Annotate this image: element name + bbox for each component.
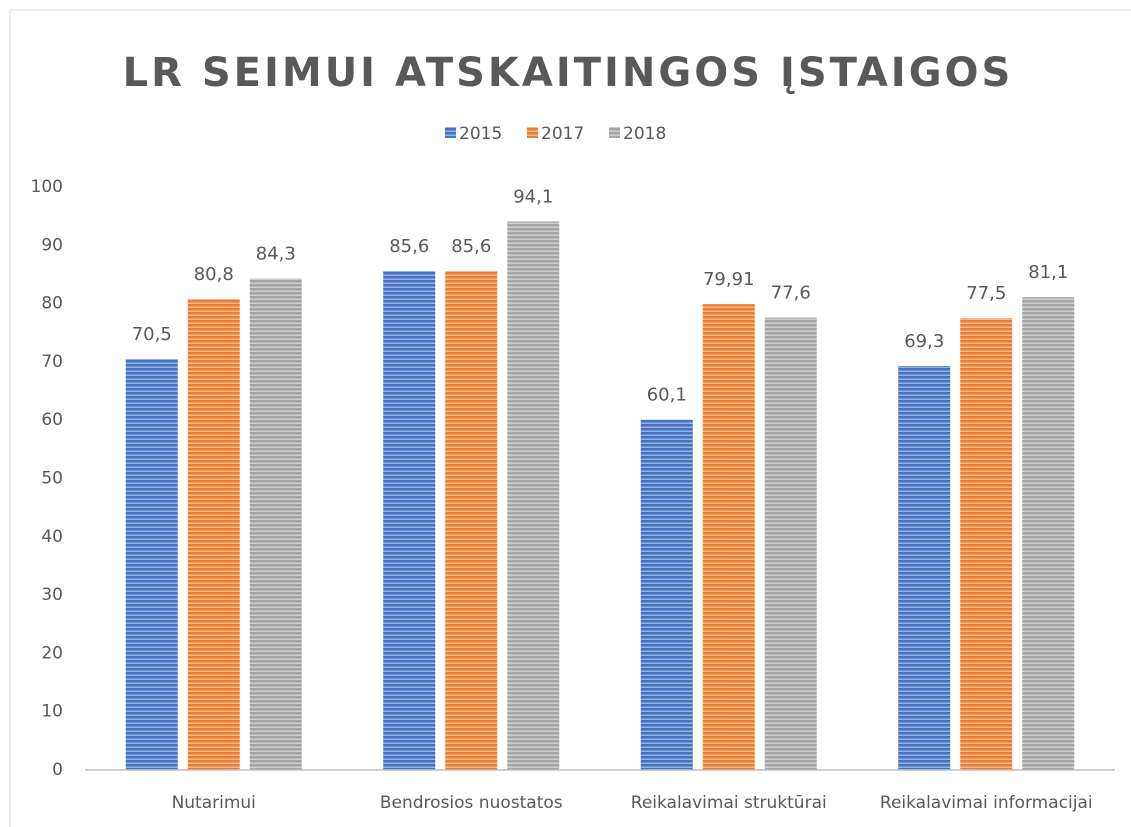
legend-label: 2018 [623,124,666,144]
data-label: 85,6 [451,236,491,257]
x-tick-label: Reikalavimai informacijai [880,793,1093,813]
data-label: 84,3 [256,244,296,265]
data-label: 60,1 [647,385,687,406]
bar [445,270,498,770]
bar [764,317,817,770]
chart-title: LR SEIMUI ATSKAITINGOS ĮSTAIGOS [123,50,1014,96]
legend-label: 2015 [459,124,502,144]
bar [1022,297,1075,770]
bar [383,270,436,770]
x-tick-label: Reikalavimai struktūrai [631,793,827,813]
y-tick-label: 100 [31,177,63,197]
legend-swatch [609,127,620,138]
bar [249,278,302,770]
y-tick-label: 0 [52,760,63,780]
data-label: 79,91 [703,269,755,290]
y-tick-label: 70 [41,352,63,372]
data-label: 94,1 [513,186,553,207]
y-tick-label: 50 [41,469,63,489]
bar [960,318,1013,770]
data-label: 81,1 [1028,262,1068,283]
bar [898,365,951,770]
data-label: 77,5 [966,283,1006,304]
y-tick-label: 60 [41,410,63,430]
bar [507,221,560,771]
x-tick-label: Nutarimui [172,793,256,813]
bar [187,298,240,770]
legend-swatch [527,127,538,138]
data-label: 77,6 [771,283,811,304]
y-tick-label: 90 [41,235,63,255]
bar [640,419,693,770]
y-tick-label: 30 [41,585,63,605]
data-label: 80,8 [194,264,234,285]
y-tick-label: 20 [41,643,63,663]
x-tick-label: Bendrosios nuostatos [380,793,563,813]
data-label: 70,5 [132,324,172,345]
legend-label: 2017 [541,124,584,144]
data-label: 85,6 [389,236,429,257]
y-tick-label: 10 [41,702,63,722]
bar [702,304,755,770]
y-tick-label: 80 [41,294,63,314]
y-tick-label: 40 [41,527,63,547]
legend-swatch [445,127,456,138]
bar [125,358,178,770]
data-label: 69,3 [904,331,944,352]
